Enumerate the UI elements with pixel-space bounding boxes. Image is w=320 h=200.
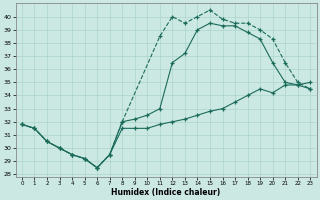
X-axis label: Humidex (Indice chaleur): Humidex (Indice chaleur)	[111, 188, 221, 197]
